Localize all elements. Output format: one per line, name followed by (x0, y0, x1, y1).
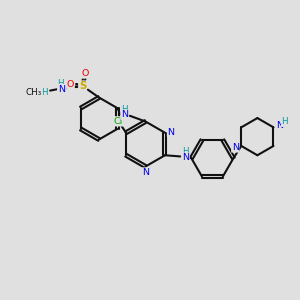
Text: N: N (58, 85, 65, 94)
Text: N: N (167, 128, 175, 137)
Text: N: N (276, 122, 283, 130)
Text: Cl: Cl (114, 117, 123, 126)
Text: H: H (58, 79, 64, 88)
Text: H: H (282, 118, 288, 127)
Text: H: H (41, 88, 48, 97)
Text: N: N (182, 153, 189, 162)
Text: H: H (121, 105, 128, 114)
Text: N: N (232, 143, 239, 152)
Text: N: N (142, 168, 149, 177)
Text: CH₃: CH₃ (26, 88, 42, 97)
Text: S: S (79, 81, 86, 91)
Text: O: O (67, 80, 74, 89)
Text: O: O (81, 69, 88, 78)
Text: H: H (182, 147, 189, 156)
Text: N: N (121, 110, 128, 119)
